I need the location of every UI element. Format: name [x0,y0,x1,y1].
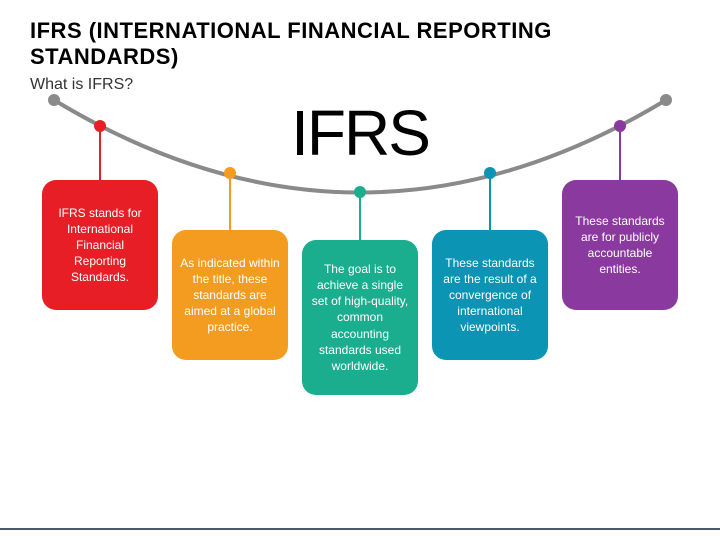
info-card-2: As indicated within the title, these sta… [172,230,288,360]
info-card-5: These standards are for publicly account… [562,180,678,310]
footer-bar [0,528,720,540]
dot-2 [224,167,236,179]
connector-2 [229,173,231,230]
dot-3 [354,186,366,198]
dot-1 [94,120,106,132]
dot-5 [614,120,626,132]
center-label: IFRS [291,96,429,170]
connector-3 [359,192,361,240]
curve-end-dot-left [48,94,60,106]
curve-end-dot-right [660,94,672,106]
info-card-text-4: These standards are the result of a conv… [440,255,540,336]
info-card-text-5: These standards are for publicly account… [570,213,670,278]
page-title: IFRS (INTERNATIONAL FINANCIAL REPORTING … [30,18,690,70]
connector-4 [489,173,491,230]
dot-4 [484,167,496,179]
info-card-4: These standards are the result of a conv… [432,230,548,360]
info-card-text-2: As indicated within the title, these sta… [180,255,280,336]
ifrs-diagram: IFRS IFRS stands for International Finan… [0,70,720,490]
connector-1 [99,126,101,180]
info-card-text-3: The goal is to achieve a single set of h… [310,261,410,374]
connector-5 [619,126,621,180]
info-card-3: The goal is to achieve a single set of h… [302,240,418,395]
info-card-1: IFRS stands for International Financial … [42,180,158,310]
info-card-text-1: IFRS stands for International Financial … [50,205,150,286]
